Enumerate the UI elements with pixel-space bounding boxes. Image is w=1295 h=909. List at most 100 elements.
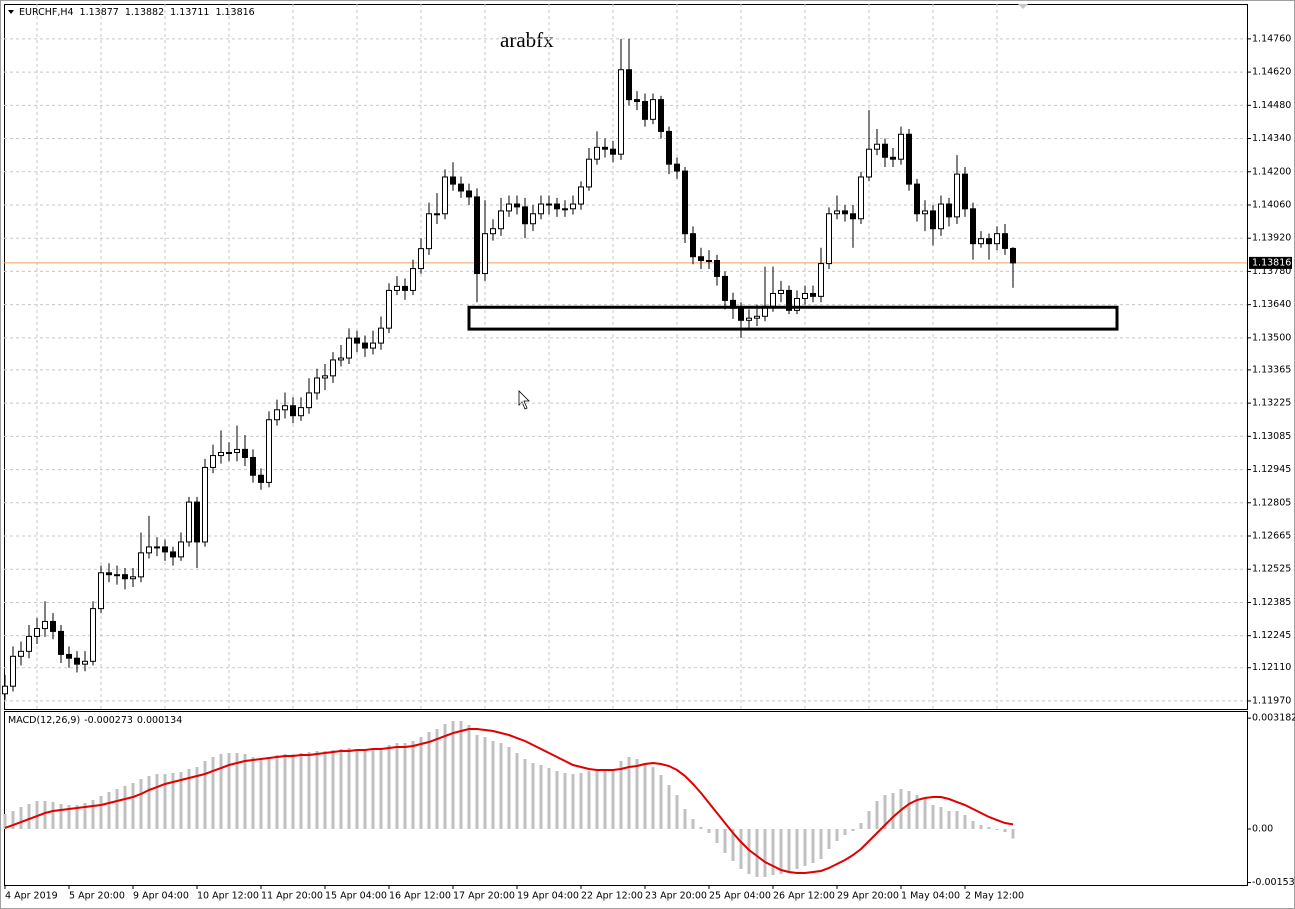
candle-body <box>882 143 888 158</box>
candle-body <box>938 203 944 230</box>
mouse-cursor <box>518 390 530 410</box>
macd-bar <box>675 795 679 830</box>
candle-body <box>1010 247 1016 264</box>
macd-bar <box>507 747 511 830</box>
macd-bar <box>763 829 767 878</box>
macd-bar <box>955 810 959 830</box>
macd-bar <box>499 743 503 830</box>
macd-bar <box>275 755 279 830</box>
macd-bar <box>483 737 487 830</box>
candle-body <box>826 213 832 265</box>
main-frame <box>4 4 1248 710</box>
candle-body <box>850 213 856 220</box>
candle-body <box>74 657 80 665</box>
y-tick-label: 1.13640 <box>1252 299 1291 310</box>
macd-bar <box>443 723 447 830</box>
macd-bar <box>315 750 319 830</box>
macd-bar <box>435 729 439 830</box>
macd-bar <box>931 805 935 830</box>
macd-bar <box>715 829 719 844</box>
candle-body <box>858 176 864 220</box>
macd-bar <box>155 773 159 830</box>
macd-bar <box>571 773 575 830</box>
candle-body <box>394 285 400 291</box>
x-tick-label: 23 Apr 20:00 <box>645 891 707 902</box>
candle-body <box>930 210 936 230</box>
macd-bar <box>147 776 151 830</box>
macd-bar <box>995 829 999 831</box>
candle-body <box>154 546 160 549</box>
y-tick-label: 1.12945 <box>1252 464 1291 475</box>
macd-bar <box>203 760 207 830</box>
macd-bar <box>211 757 215 830</box>
candle-body <box>890 156 896 160</box>
macd-bar <box>971 820 975 830</box>
y-tick-label: 0.003182 <box>1252 713 1295 724</box>
macd-bar <box>235 753 239 830</box>
x-tick-label: 4 Apr 2019 <box>5 891 58 902</box>
candle-body <box>522 206 528 225</box>
macd-bar <box>27 803 31 830</box>
macd-title: MACD(12,26,9) <box>8 715 80 726</box>
macd-bar <box>187 769 191 830</box>
candle-body <box>258 474 264 483</box>
macd-bar <box>923 799 927 830</box>
macd-bar <box>123 786 127 830</box>
candle-body <box>402 285 408 291</box>
annotation: arabfx <box>500 28 554 52</box>
macd-bar <box>579 773 583 830</box>
macd-bar <box>131 783 135 830</box>
macd-bar <box>363 750 367 830</box>
x-tick-label: 16 Apr 12:00 <box>389 891 451 902</box>
candle-body <box>10 655 16 687</box>
macd-bar <box>867 810 871 830</box>
x-tick-label: 15 Apr 04:00 <box>325 891 387 902</box>
candle-body <box>482 233 488 275</box>
candle-body <box>946 203 952 218</box>
candle-body <box>314 377 320 394</box>
candle-body <box>250 456 256 476</box>
price-tag-label: 1.13816 <box>1252 257 1291 268</box>
candle-body <box>578 186 584 205</box>
y-tick-label: 1.13780 <box>1252 266 1291 277</box>
macd-bar <box>987 827 991 830</box>
macd-bar <box>227 753 231 830</box>
macd-bar <box>979 825 983 830</box>
candle-body <box>338 357 344 361</box>
candle-body <box>842 210 848 215</box>
macd-bar <box>283 753 287 830</box>
y-tick-label: 1.12665 <box>1252 531 1291 542</box>
macd-bar <box>355 749 359 830</box>
candle-body <box>114 574 120 577</box>
candle-body <box>474 196 480 275</box>
candle-body <box>330 359 336 377</box>
macd-bar <box>587 770 591 830</box>
candle-body <box>162 546 168 553</box>
y-tick-label: 1.14060 <box>1252 199 1291 210</box>
macd-bar <box>947 810 951 830</box>
candle-body <box>218 451 224 457</box>
menu-icon[interactable] <box>8 10 14 14</box>
macd-bar <box>843 829 847 836</box>
macd-bar <box>603 769 607 830</box>
macd-bar <box>883 795 887 830</box>
macd-bar <box>619 760 623 830</box>
macd-bar <box>379 749 383 830</box>
candle-body <box>410 268 416 291</box>
macd-bar <box>699 827 703 830</box>
candle-body <box>434 213 440 216</box>
candle-body <box>18 650 24 657</box>
macd-bar <box>347 748 351 830</box>
x-tick-label: 29 Apr 20:00 <box>837 891 899 902</box>
macd-bar <box>195 767 199 830</box>
macd-bar <box>771 829 775 876</box>
candle-body <box>538 203 544 215</box>
macd-bar <box>251 757 255 830</box>
macd-bar <box>739 829 743 870</box>
candle-body <box>562 208 568 211</box>
candle-body <box>42 620 48 630</box>
macd-bar <box>707 829 711 834</box>
macd-bar <box>787 829 791 874</box>
candle-body <box>418 248 424 270</box>
